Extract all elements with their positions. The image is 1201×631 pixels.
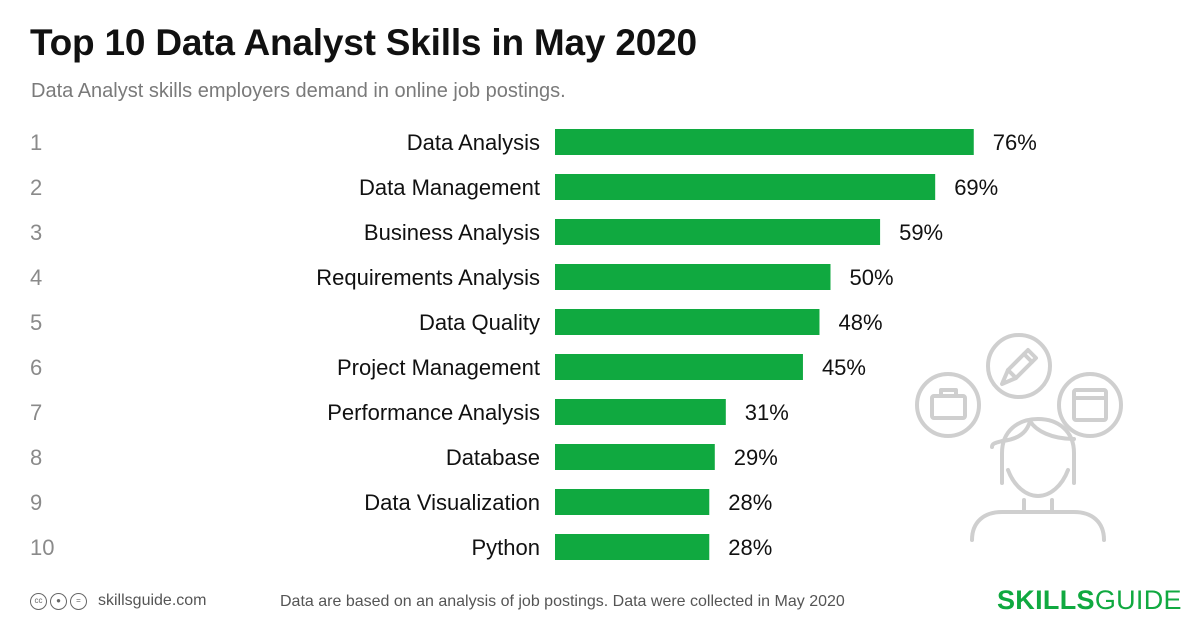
brand-logo: SKILLSGUIDE (997, 585, 1182, 616)
category-label: Data Visualization (364, 490, 540, 515)
bar (555, 354, 803, 380)
footer-note: Data are based on an analysis of job pos… (280, 593, 845, 610)
rank-label: 4 (30, 265, 42, 290)
value-label: 50% (850, 265, 894, 290)
bar (555, 174, 936, 200)
rank-label: 2 (30, 175, 42, 200)
rank-label: 3 (30, 220, 42, 245)
category-label: Database (446, 445, 540, 470)
category-label: Data Management (359, 175, 540, 200)
window-icon (1057, 372, 1123, 438)
nd-icon: = (70, 592, 87, 610)
rank-label: 1 (30, 130, 42, 155)
bar (555, 444, 715, 470)
pencil-icon (986, 333, 1052, 399)
bar (555, 489, 710, 515)
rank-label: 10 (30, 535, 54, 560)
category-label: Python (472, 535, 541, 560)
value-label: 29% (734, 445, 778, 470)
category-label: Data Analysis (407, 130, 540, 155)
category-label: Performance Analysis (327, 400, 540, 425)
rank-label: 8 (30, 445, 42, 470)
briefcase-icon (915, 372, 981, 438)
value-label: 45% (822, 355, 866, 380)
category-label: Data Quality (419, 310, 540, 335)
value-label: 59% (899, 220, 943, 245)
brand-bold: SKILLS (997, 585, 1095, 615)
category-label: Requirements Analysis (316, 265, 540, 290)
by-icon: ● (50, 592, 67, 610)
value-label: 28% (728, 535, 772, 560)
analyst-illustration (915, 333, 1123, 542)
cc-icon: cc (30, 592, 47, 610)
bar (555, 534, 710, 560)
brand-light: GUIDE (1094, 585, 1182, 615)
chart-subtitle: Data Analyst skills employers demand in … (31, 80, 566, 102)
rank-label: 6 (30, 355, 42, 380)
bar (555, 309, 820, 335)
value-label: 28% (728, 490, 772, 515)
bar (555, 399, 726, 425)
footer-site[interactable]: skillsguide.com (98, 592, 207, 609)
bar (555, 129, 974, 155)
value-label: 76% (993, 130, 1037, 155)
bar (555, 264, 831, 290)
value-label: 48% (838, 310, 882, 335)
chart-title: Top 10 Data Analyst Skills in May 2020 (30, 22, 697, 63)
rank-label: 7 (30, 400, 42, 425)
bar (555, 219, 881, 245)
category-label: Project Management (337, 355, 540, 380)
rank-label: 5 (30, 310, 42, 335)
person-icon (970, 417, 1106, 542)
rank-label: 9 (30, 490, 42, 515)
category-label: Business Analysis (364, 220, 540, 245)
footer-license: cc ● = skillsguide.com (30, 592, 206, 610)
value-label: 31% (745, 400, 789, 425)
value-label: 69% (954, 175, 998, 200)
